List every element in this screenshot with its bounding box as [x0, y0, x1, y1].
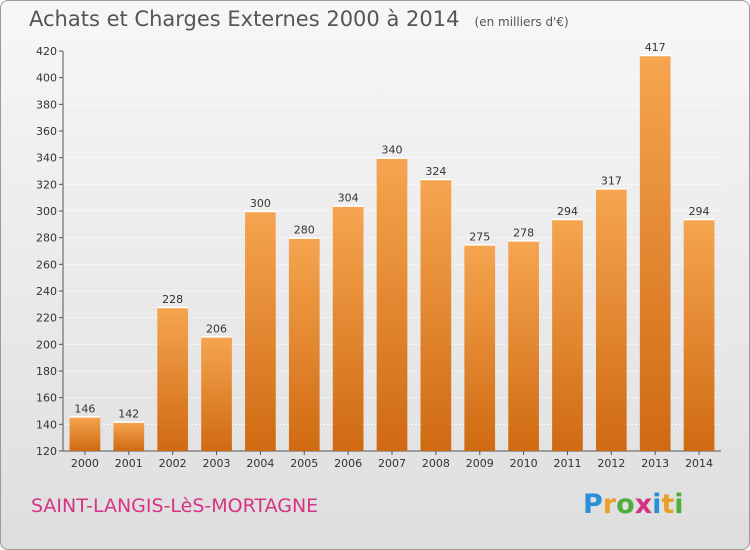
x-tick-label: 2011: [553, 457, 581, 470]
logo-letter: P: [583, 489, 603, 520]
bar: [639, 55, 671, 451]
data-label: 294: [689, 205, 710, 218]
logo-letter: x: [634, 489, 653, 520]
data-label: 294: [557, 205, 578, 218]
y-tick-label: 400: [36, 72, 57, 85]
y-tick-label: 120: [36, 445, 57, 458]
x-tick-label: 2003: [203, 457, 231, 470]
x-tick-label: 2007: [378, 457, 406, 470]
x-tick-label: 2014: [685, 457, 713, 470]
bar: [464, 244, 496, 451]
data-label: 280: [294, 224, 315, 237]
data-label: 304: [338, 192, 359, 205]
bars: [69, 54, 715, 452]
data-label: 146: [74, 402, 95, 415]
y-tick-label: 220: [36, 312, 57, 325]
data-label: 417: [645, 41, 666, 54]
x-tick-label: 2002: [159, 457, 187, 470]
bar: [245, 211, 276, 451]
bar: [508, 240, 539, 451]
logo-letter: o: [616, 489, 635, 520]
y-tick-label: 200: [36, 338, 57, 351]
commune-name: SAINT-LANGIS-LèS-MORTAGNE: [31, 495, 319, 517]
bar: [595, 188, 627, 452]
data-label: 275: [469, 230, 490, 243]
bar: [420, 179, 452, 451]
bar: [288, 237, 320, 451]
logo-letter: i: [652, 489, 662, 520]
y-tick-label: 160: [36, 392, 57, 405]
labels: 146 142 228 206 300 280 304 340 324 275 278 294 317 4…: [74, 41, 709, 421]
axes: 120 140 160 180 200 220 240 260 280 300 320 340 360 3…: [36, 45, 721, 470]
chart-unit: (en milliers d'€): [474, 15, 569, 29]
x-tick-label: 2012: [597, 457, 625, 470]
data-label: 340: [382, 144, 403, 157]
bar: [552, 219, 583, 451]
data-label: 278: [513, 226, 534, 239]
bar: [376, 157, 408, 451]
y-tick-label: 380: [36, 98, 57, 111]
x-tick-label: 2008: [422, 457, 450, 470]
y-tick-label: 340: [36, 152, 57, 165]
logo-letter: t: [661, 489, 675, 520]
y-tick-label: 180: [36, 365, 57, 378]
y-tick-label: 240: [36, 285, 57, 298]
data-label: 300: [250, 197, 271, 210]
x-tick-label: 2010: [510, 457, 538, 470]
bar: [69, 416, 101, 451]
y-tick-label: 420: [36, 45, 57, 58]
y-tick-label: 360: [36, 125, 57, 138]
bar: [683, 219, 715, 451]
x-tick-label: 2005: [290, 457, 318, 470]
proxiti-logo: Proxiti: [583, 489, 684, 520]
y-tick-label: 140: [36, 418, 57, 431]
data-label: 228: [162, 293, 183, 306]
x-tick-label: 2004: [246, 457, 274, 470]
y-tick-label: 320: [36, 178, 57, 191]
y-tick-label: 280: [36, 232, 57, 245]
logo-letter: r: [602, 489, 617, 520]
x-tick-label: 2013: [641, 457, 669, 470]
data-label: 317: [601, 174, 622, 187]
y-tick-label: 300: [36, 205, 57, 218]
x-tick-label: 2000: [71, 457, 99, 470]
bar: [157, 307, 189, 451]
chart-title: Achats et Charges Externes 2000 à 2014: [29, 7, 460, 31]
bar: [113, 421, 145, 451]
data-label: 142: [118, 408, 139, 421]
title-row: Achats et Charges Externes 2000 à 2014 (…: [29, 7, 569, 31]
data-label: 324: [425, 165, 446, 178]
x-tick-label: 2001: [115, 457, 143, 470]
x-tick-label: 2006: [334, 457, 362, 470]
bar: [201, 336, 232, 451]
bar: [332, 205, 364, 451]
logo-letter: i: [674, 489, 684, 520]
x-tick-label: 2009: [466, 457, 494, 470]
y-tick-label: 260: [36, 258, 57, 271]
data-label: 206: [206, 322, 227, 335]
